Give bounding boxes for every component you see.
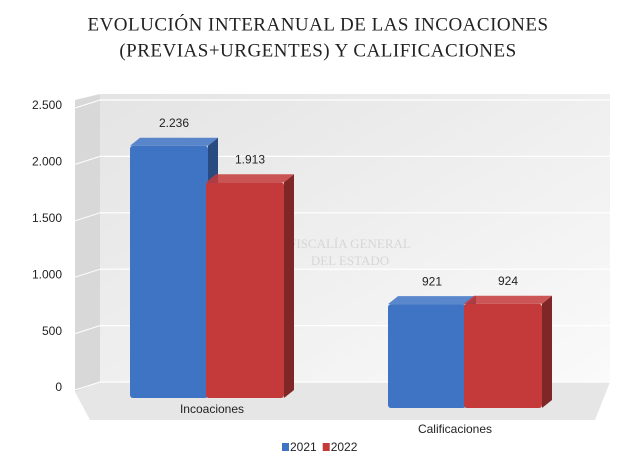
bar-top <box>130 137 218 146</box>
bar <box>130 145 208 398</box>
chart-title: (PREVIAS+URGENTES) Y CALIFICACIONES <box>119 40 516 61</box>
bar-side <box>542 295 552 408</box>
y-tick-label: 2.000 <box>32 155 62 169</box>
data-label: 921 <box>422 274 442 288</box>
bar-top <box>206 174 294 183</box>
grid-line <box>74 99 101 109</box>
data-label: 2.236 <box>159 116 189 130</box>
data-label: 924 <box>498 274 518 288</box>
x-tick-label: Calificaciones <box>418 422 492 436</box>
chart-title: EVOLUCIÓN INTERANUAL DE LAS INCOACIONES <box>87 13 548 35</box>
watermark: DEL ESTADO <box>311 253 389 268</box>
grid-line <box>74 268 101 278</box>
data-label: 1.913 <box>235 152 265 166</box>
y-tick-label: 1.000 <box>32 267 62 281</box>
bar-side <box>284 174 294 398</box>
y-tick-label: 500 <box>42 324 62 338</box>
grid-line <box>74 155 101 165</box>
bar-top <box>464 295 552 304</box>
y-tick-label: 1.500 <box>32 211 62 225</box>
watermark: FISCALÍA GENERAL <box>289 236 411 251</box>
legend-label: 2021 <box>290 440 317 454</box>
bar-top <box>388 296 476 305</box>
legend-label: 2022 <box>331 440 358 454</box>
side-wall <box>75 94 100 392</box>
bar <box>464 303 542 408</box>
grid-line <box>74 212 101 222</box>
y-tick-label: 0 <box>55 380 62 394</box>
legend-swatch <box>282 443 289 451</box>
grid-line <box>74 381 101 391</box>
bar <box>388 304 466 408</box>
y-tick-label: 2.500 <box>32 98 62 112</box>
grid-line <box>74 325 101 335</box>
legend-swatch <box>322 443 330 451</box>
x-tick-label: Incoaciones <box>180 402 244 416</box>
bar <box>206 182 284 398</box>
